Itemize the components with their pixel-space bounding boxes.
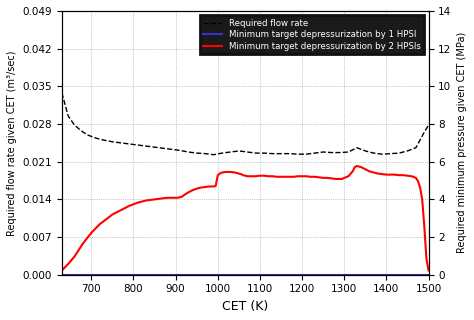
Required flow rate bbox=[109, 140, 115, 144]
Required flow rate bbox=[320, 150, 326, 154]
Required flow rate bbox=[379, 152, 385, 156]
Minimum target depressurization by 2 HPSIs bbox=[160, 196, 166, 200]
Minimum target depressurization by 2 HPSIs bbox=[253, 174, 259, 178]
Required flow rate bbox=[78, 129, 83, 132]
Required flow rate bbox=[72, 123, 77, 127]
Required flow rate bbox=[396, 151, 402, 155]
Required flow rate bbox=[303, 152, 309, 156]
Required flow rate bbox=[93, 136, 99, 140]
Required flow rate bbox=[405, 149, 410, 153]
Required flow rate bbox=[295, 152, 301, 156]
X-axis label: CET (K): CET (K) bbox=[222, 300, 268, 313]
Required flow rate bbox=[219, 151, 225, 155]
Required flow rate bbox=[152, 145, 157, 149]
Legend: Required flow rate, Minimum target depressurization by 1 HPSI, Minimum target de: Required flow rate, Minimum target depre… bbox=[200, 15, 424, 54]
Required flow rate bbox=[388, 152, 393, 156]
Required flow rate bbox=[261, 151, 267, 155]
Required flow rate bbox=[426, 123, 431, 127]
Required flow rate bbox=[363, 149, 368, 153]
Required flow rate bbox=[337, 151, 343, 155]
Required flow rate bbox=[245, 150, 250, 154]
Required flow rate bbox=[65, 114, 71, 118]
Required flow rate bbox=[329, 151, 335, 155]
Minimum target depressurization by 2 HPSIs bbox=[426, 268, 431, 272]
Required flow rate bbox=[160, 146, 166, 150]
Required flow rate bbox=[278, 152, 284, 156]
Required flow rate bbox=[101, 138, 107, 142]
Required flow rate bbox=[118, 141, 124, 145]
Required flow rate bbox=[354, 146, 360, 150]
Required flow rate bbox=[59, 91, 64, 95]
Required flow rate bbox=[421, 130, 427, 134]
Required flow rate bbox=[177, 148, 182, 152]
Minimum target depressurization by 2 HPSIs bbox=[171, 196, 176, 200]
Required flow rate bbox=[143, 144, 149, 148]
Required flow rate bbox=[287, 152, 292, 156]
Required flow rate bbox=[270, 152, 275, 156]
Required flow rate bbox=[211, 153, 217, 156]
Required flow rate bbox=[169, 148, 174, 151]
Required flow rate bbox=[236, 149, 242, 153]
Required flow rate bbox=[346, 150, 351, 154]
Minimum target depressurization by 2 HPSIs bbox=[179, 195, 185, 199]
Line: Minimum target depressurization by 2 HPSIs: Minimum target depressurization by 2 HPS… bbox=[62, 166, 428, 270]
Y-axis label: Required flow rate given CET (m³/sec): Required flow rate given CET (m³/sec) bbox=[7, 50, 17, 236]
Required flow rate bbox=[135, 143, 141, 147]
Minimum target depressurization by 2 HPSIs bbox=[59, 268, 64, 272]
Minimum target depressurization by 2 HPSIs bbox=[240, 173, 246, 177]
Required flow rate bbox=[202, 152, 208, 156]
Required flow rate bbox=[127, 142, 132, 146]
Required flow rate bbox=[312, 151, 318, 155]
Minimum target depressurization by 2 HPSIs bbox=[352, 165, 357, 169]
Y-axis label: Required minimum pressure given CET (MPa): Required minimum pressure given CET (MPa… bbox=[457, 32, 467, 253]
Required flow rate bbox=[84, 133, 90, 137]
Required flow rate bbox=[371, 151, 376, 155]
Line: Required flow rate: Required flow rate bbox=[62, 93, 428, 155]
Required flow rate bbox=[228, 150, 233, 154]
Required flow rate bbox=[413, 146, 419, 150]
Required flow rate bbox=[253, 151, 259, 155]
Minimum target depressurization by 2 HPSIs bbox=[354, 164, 360, 168]
Required flow rate bbox=[185, 150, 191, 154]
Required flow rate bbox=[194, 151, 200, 155]
